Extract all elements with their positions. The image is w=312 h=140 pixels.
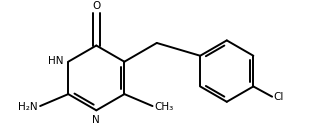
Text: H₂N: H₂N xyxy=(18,102,37,112)
Text: Cl: Cl xyxy=(273,92,283,102)
Text: CH₃: CH₃ xyxy=(154,102,173,112)
Text: N: N xyxy=(92,115,100,125)
Text: O: O xyxy=(92,1,100,10)
Text: HN: HN xyxy=(48,56,64,66)
